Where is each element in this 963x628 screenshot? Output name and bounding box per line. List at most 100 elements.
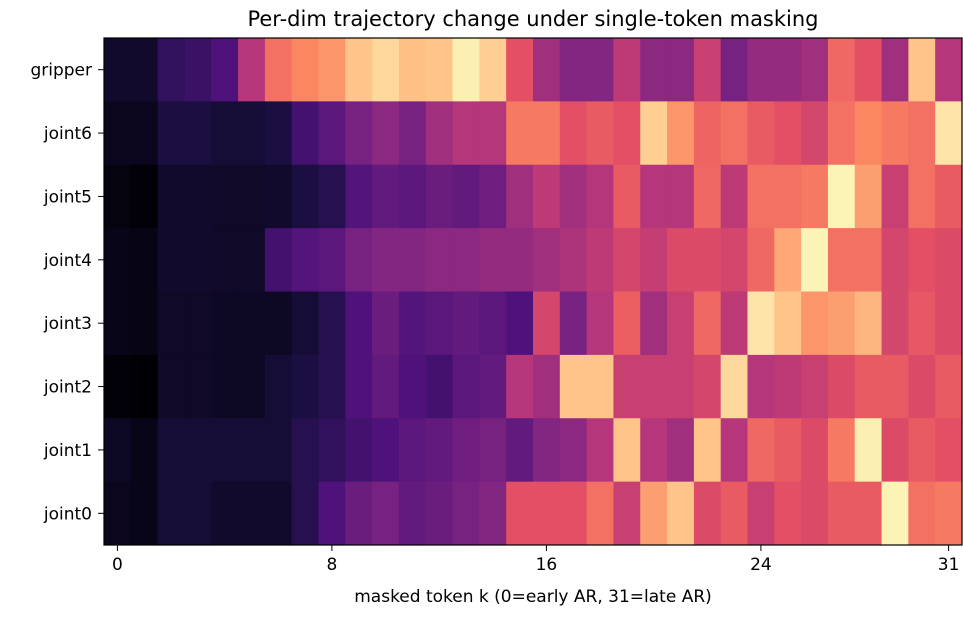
heatmap-cell (425, 101, 454, 166)
heatmap-cell (720, 101, 748, 166)
heatmap-cell (801, 481, 829, 546)
heatmap-cell (613, 354, 641, 419)
heatmap-cell (184, 418, 212, 483)
heatmap-cell (157, 418, 185, 483)
heatmap-cell (104, 418, 132, 483)
heatmap-cell (908, 228, 936, 293)
heatmap-cell (935, 164, 963, 229)
heatmap-cell (157, 38, 185, 102)
heatmap-cell (264, 38, 293, 102)
heatmap-cell (774, 291, 802, 356)
heatmap-cell (425, 164, 454, 229)
heatmap-cell (774, 418, 802, 483)
heatmap-cell (667, 101, 695, 166)
heatmap-cell (640, 228, 668, 293)
heatmap-cell (827, 228, 856, 293)
heatmap-cell (425, 228, 454, 293)
heatmap-cell (425, 481, 454, 546)
heatmap-cell (211, 481, 239, 546)
heatmap-cell (908, 291, 936, 356)
heatmap-cell (157, 101, 185, 166)
heatmap-cell (908, 38, 936, 102)
heatmap-cell (104, 101, 132, 166)
heatmap-cell (801, 164, 829, 229)
heatmap-cell (479, 291, 507, 356)
heatmap-cell (372, 418, 400, 483)
heatmap-cells (104, 38, 963, 546)
heatmap-cell (774, 354, 802, 419)
heatmap-cell (398, 354, 427, 419)
heatmap-cell (613, 101, 641, 166)
heatmap-cell (452, 38, 480, 102)
heatmap-cell (291, 228, 319, 293)
heatmap-cell (693, 228, 722, 293)
heatmap-cell (881, 418, 909, 483)
heatmap-cell (104, 164, 132, 229)
chart-title: Per-dim trajectory change under single-t… (247, 7, 818, 31)
heatmap-cell (827, 164, 856, 229)
heatmap-cell (559, 38, 588, 102)
heatmap-cell (586, 164, 614, 229)
heatmap-cell (693, 38, 722, 102)
heatmap-cell (291, 291, 319, 356)
heatmap-cell (720, 354, 748, 419)
heatmap-cell (264, 228, 293, 293)
y-tick-label: joint5 (43, 187, 92, 207)
heatmap-cell (184, 38, 212, 102)
heatmap-cell (881, 481, 909, 546)
heatmap-cell (479, 101, 507, 166)
heatmap-cell (104, 481, 132, 546)
heatmap-cell (720, 418, 748, 483)
x-tick-label: 8 (326, 555, 337, 575)
heatmap-cell (130, 101, 159, 166)
heatmap-cell (935, 418, 963, 483)
heatmap-cell (827, 418, 856, 483)
heatmap-cell (935, 291, 963, 356)
heatmap-cell (506, 291, 534, 356)
heatmap-cell (452, 291, 480, 356)
heatmap-cell (291, 418, 319, 483)
heatmap-cell (559, 101, 588, 166)
heatmap-cell (452, 418, 480, 483)
heatmap-cell (667, 481, 695, 546)
heatmap-cell (184, 481, 212, 546)
heatmap-cell (801, 101, 829, 166)
heatmap-cell (533, 164, 561, 229)
heatmap-cell (104, 354, 132, 419)
heatmap-cell (104, 291, 132, 356)
heatmap-cell (801, 38, 829, 102)
heatmap-cell (264, 164, 293, 229)
heatmap-cell (452, 228, 480, 293)
y-tick-label: joint2 (43, 378, 92, 398)
heatmap-cell (318, 38, 346, 102)
heatmap-cell (613, 291, 641, 356)
heatmap-cell (908, 481, 936, 546)
heatmap-cell (747, 481, 775, 546)
heatmap-cell (881, 228, 909, 293)
heatmap-cell (291, 481, 319, 546)
heatmap-cell (479, 164, 507, 229)
x-tick-label: 31 (938, 555, 960, 575)
heatmap-cell (801, 354, 829, 419)
heatmap-cell (372, 164, 400, 229)
heatmap-cell (801, 228, 829, 293)
heatmap-cell (291, 164, 319, 229)
heatmap-cell (372, 291, 400, 356)
heatmap-cell (533, 291, 561, 356)
heatmap-cell (854, 418, 883, 483)
heatmap-cell (184, 164, 212, 229)
heatmap-cell (184, 291, 212, 356)
heatmap-cell (157, 228, 185, 293)
heatmap-cell (211, 418, 239, 483)
heatmap-cell (506, 38, 534, 102)
heatmap-cell (774, 101, 802, 166)
heatmap-cell (586, 101, 614, 166)
heatmap-cell (157, 291, 185, 356)
heatmap-cell (398, 228, 427, 293)
heatmap-cell (720, 291, 748, 356)
heatmap-cell (640, 291, 668, 356)
heatmap-cell (398, 418, 427, 483)
heatmap-cell (130, 38, 159, 102)
heatmap-cell (747, 101, 775, 166)
